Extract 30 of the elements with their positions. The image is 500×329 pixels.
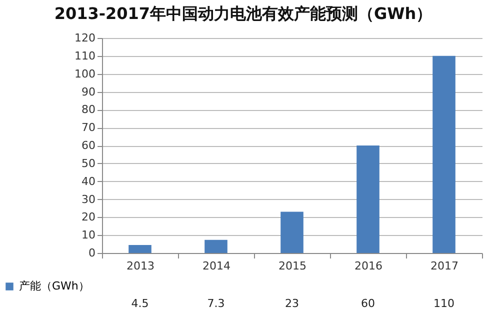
data-label: 4.5 <box>131 297 149 310</box>
x-tick-label: 2013 <box>126 260 154 272</box>
x-tick-label: 2015 <box>278 260 306 272</box>
y-tick-label: 70 <box>82 121 96 134</box>
y-tick-label: 110 <box>74 49 96 62</box>
y-tick-label: 40 <box>82 174 96 188</box>
y-tick-label: 30 <box>82 192 96 206</box>
y-tick-label: 10 <box>82 228 96 242</box>
y-tick-label: 100 <box>74 67 96 80</box>
y-tick-label: 50 <box>82 156 96 170</box>
data-label: 110 <box>434 297 454 310</box>
x-tick-label: 2016 <box>354 260 382 272</box>
bar <box>128 244 152 253</box>
chart-title: 2013-2017年中国动力电池有效产能预测（GWh） <box>54 4 432 23</box>
y-tick-label: 60 <box>82 139 96 152</box>
bar <box>280 212 304 253</box>
data-label: 23 <box>285 297 299 310</box>
x-tick-label: 2017 <box>430 260 458 272</box>
x-tick-label: 2014 <box>202 260 230 272</box>
bar <box>356 146 380 253</box>
data-label: 7.3 <box>207 297 225 310</box>
y-tick-label: 80 <box>82 103 96 116</box>
bar <box>432 56 456 253</box>
y-tick-label: 90 <box>82 85 96 98</box>
y-tick-label: 20 <box>82 210 96 224</box>
bar <box>204 240 228 253</box>
y-tick-label: 0 <box>88 246 96 260</box>
legend-label: 产能（GWh） <box>19 280 90 292</box>
data-label: 60 <box>361 297 375 310</box>
y-tick-label: 120 <box>74 32 96 44</box>
